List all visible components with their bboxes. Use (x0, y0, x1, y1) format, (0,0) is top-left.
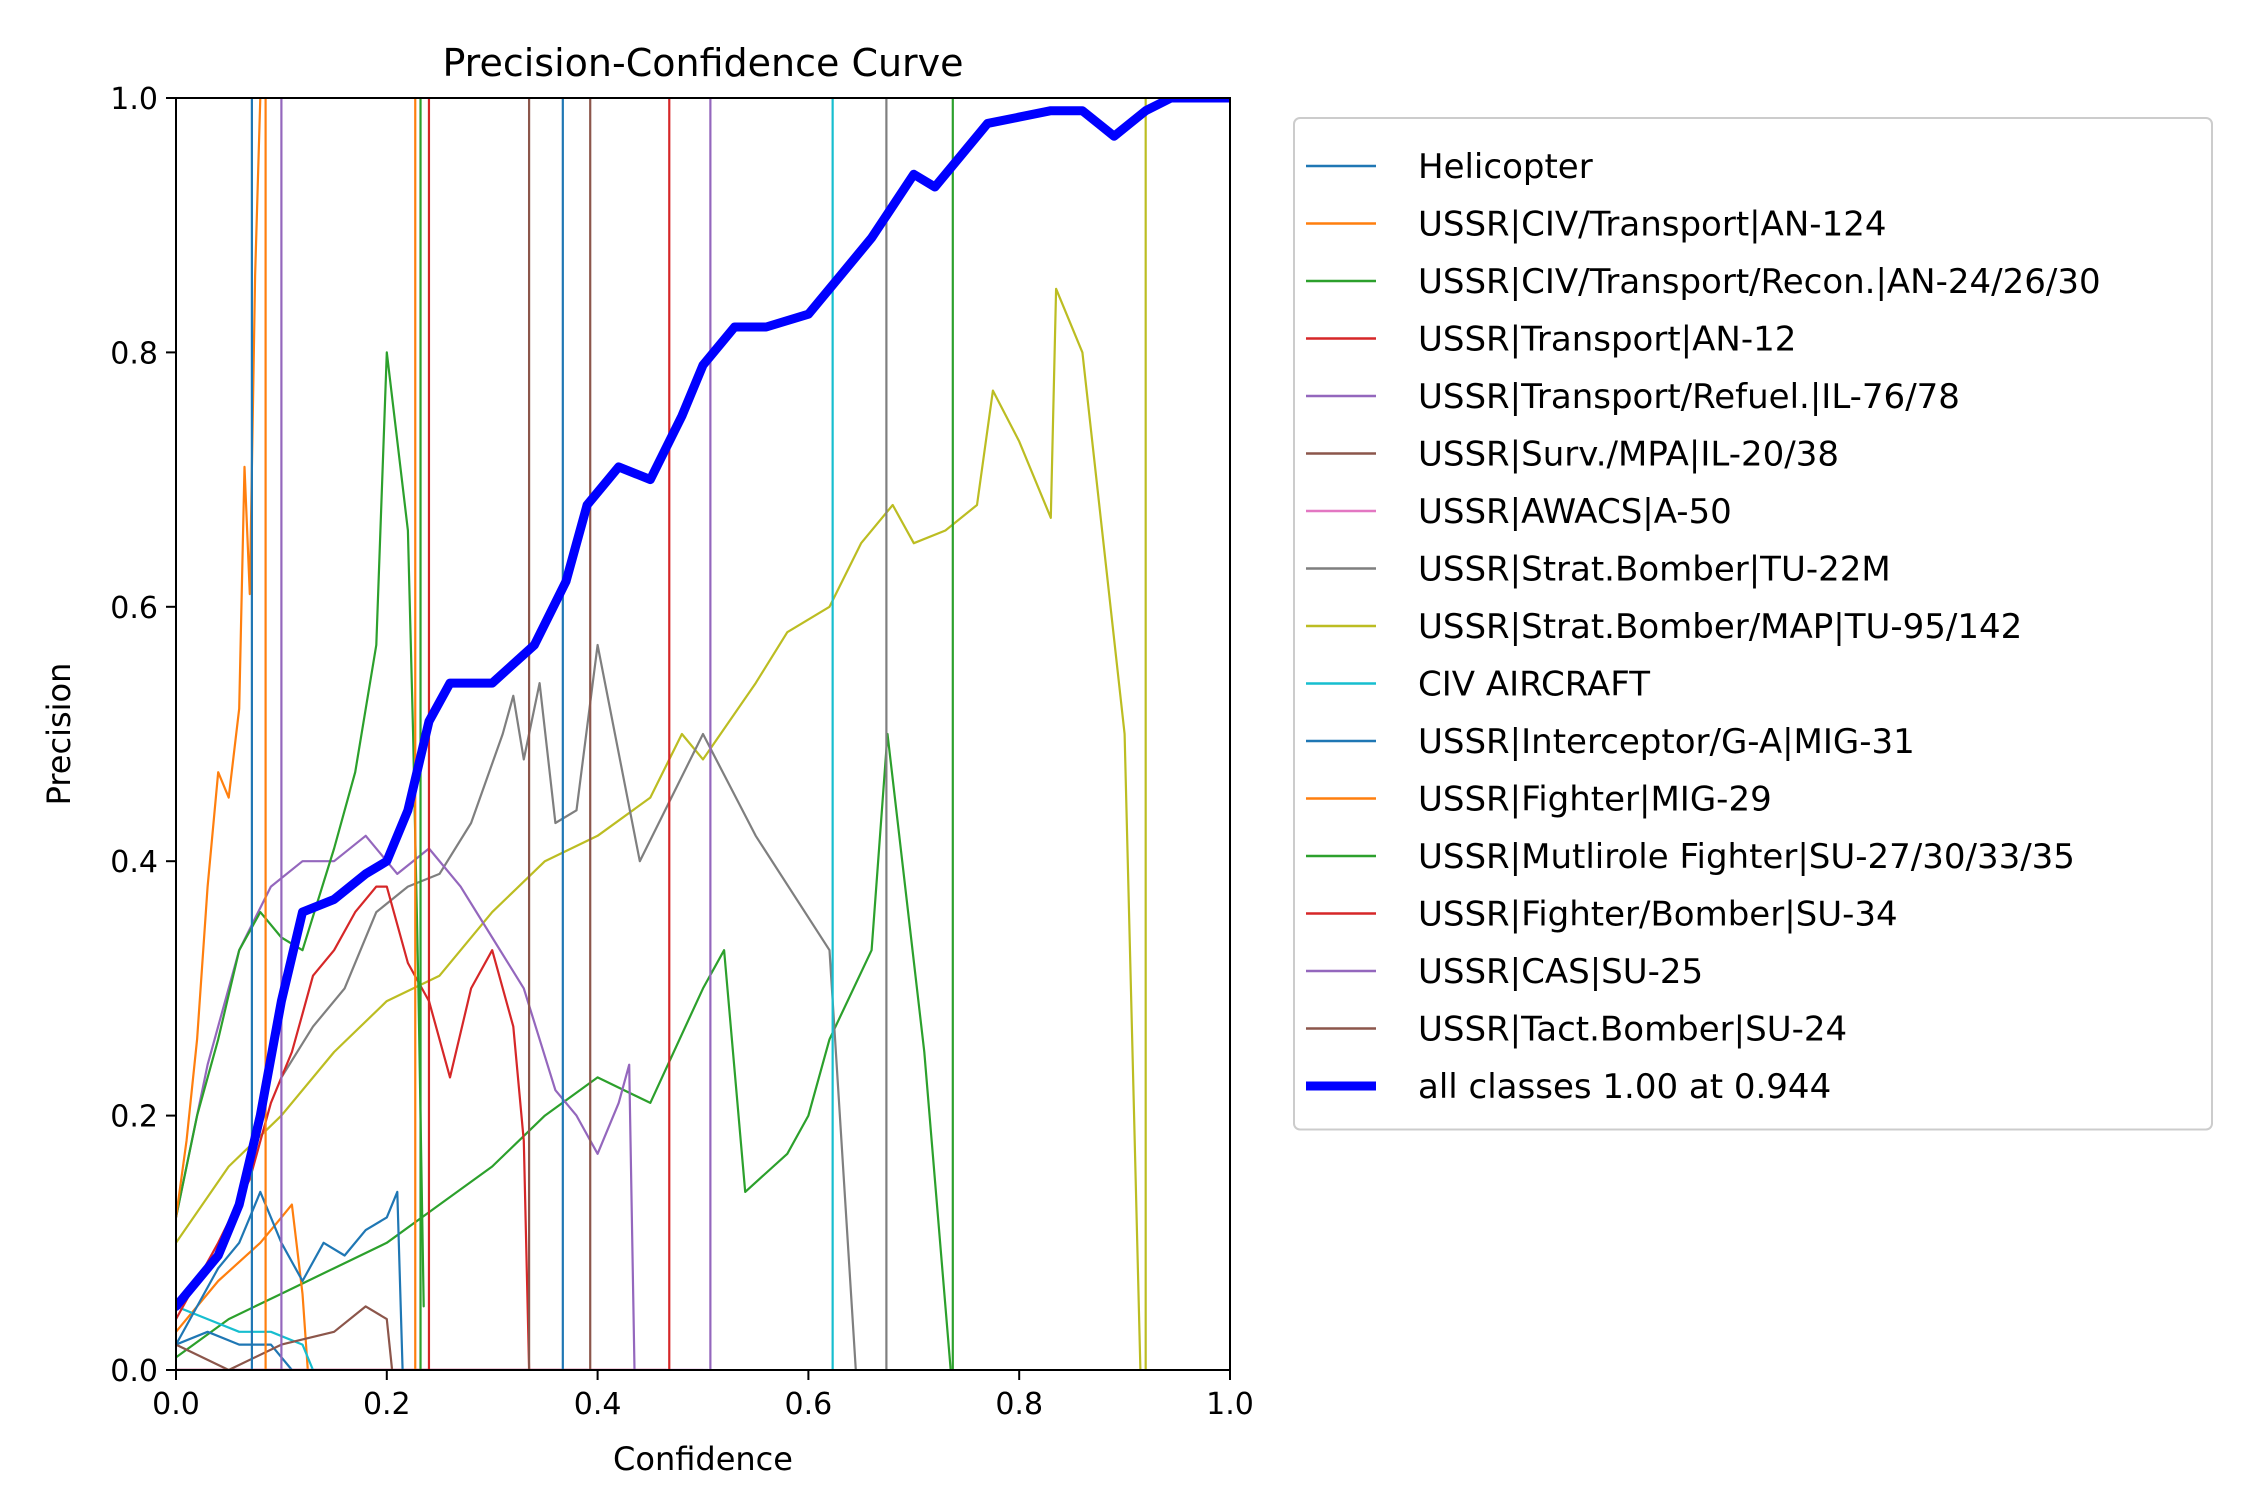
legend-label: USSR|Fighter|MIG-29 (1418, 780, 1772, 820)
legend-label: USSR|Tact.Bomber|SU-24 (1418, 1010, 1847, 1050)
series-line-ussr-strat-bomber-tu-22m (280, 643, 857, 1370)
legend-label: USSR|AWACS|A-50 (1418, 492, 1732, 532)
x-tick-label: 0.4 (574, 1387, 622, 1422)
legend-label: all classes 1.00 at 0.944 (1418, 1067, 1831, 1107)
series-line-civ-aircraft (176, 1305, 315, 1370)
legend-label: USSR|Transport/Refuel.|IL-76/78 (1418, 377, 1960, 417)
legend-label: USSR|CIV/Transport/Recon.|AN-24/26/30 (1418, 262, 2101, 302)
series-line-ussr-civ-transport-recon-an-24-26-30 (176, 351, 425, 1308)
legend-label: USSR|Interceptor/G-A|MIG-31 (1418, 722, 1915, 762)
legend-label: Helicopter (1418, 147, 1593, 187)
y-tick-label: 0.4 (110, 845, 158, 880)
legend-label: USSR|Surv./MPA|IL-20/38 (1418, 435, 1839, 475)
x-tick-label: 0.6 (785, 1387, 833, 1422)
x-axis-title: Confidence (613, 1440, 793, 1478)
plot-lines (176, 98, 1230, 1370)
y-tick-label: 0.2 (110, 1100, 158, 1135)
y-axis-title: Precision (40, 663, 78, 806)
x-axis: 0.0 0.2 0.4 0.6 0.8 1.0 (152, 1370, 1254, 1422)
y-axis: 0.0 0.2 0.4 0.6 0.8 1.0 (110, 82, 176, 1389)
series-line-ussr-interceptor-g-a-mig-31 (176, 1330, 293, 1370)
x-tick-label: 0.0 (152, 1387, 200, 1422)
x-tick-label: 0.2 (363, 1387, 411, 1422)
series-line-ussr-strat-bomber-map-tu-95-142 (176, 287, 1142, 1370)
legend-box (1293, 117, 2213, 1131)
y-tick-label: 0.8 (110, 336, 158, 371)
y-tick-label: 0.6 (110, 591, 158, 626)
series-line-ussr-transport-an-12 (176, 885, 531, 1370)
legend-label: USSR|CIV/Transport|AN-124 (1418, 205, 1886, 245)
series-line-ussr-mutlirole-fighter-su-27-30-33-35 (176, 732, 952, 1370)
x-tick-label: 1.0 (1206, 1387, 1254, 1422)
legend: Helicopter USSR|CIV/Transport|AN-124 USSR|… (1293, 117, 2213, 1131)
legend-label: CIV AIRCRAFT (1418, 665, 1650, 705)
chart-title: Precision-Confidence Curve (442, 41, 963, 85)
legend-label: USSR|Transport|AN-12 (1418, 320, 1796, 360)
plot-frame (175, 97, 1231, 1371)
legend-label: USSR|Strat.Bomber/MAP|TU-95/142 (1418, 607, 2022, 647)
series-line-all-classes-1-00-at-0-944 (176, 98, 1230, 1311)
x-tick-label: 0.8 (995, 1387, 1043, 1422)
y-tick-label: 0.0 (110, 1354, 158, 1389)
legend-label: USSR|Mutlirole Fighter|SU-27/30/33/35 (1418, 837, 2075, 877)
y-tick-label: 1.0 (110, 82, 158, 117)
legend-label: USSR|CAS|SU-25 (1418, 952, 1703, 992)
series-line-ussr-surv-mpa-il-20-38 (176, 1305, 394, 1370)
legend-label: USSR|Fighter/Bomber|SU-34 (1418, 895, 1898, 935)
legend-label: USSR|Strat.Bomber|TU-22M (1418, 550, 1891, 590)
